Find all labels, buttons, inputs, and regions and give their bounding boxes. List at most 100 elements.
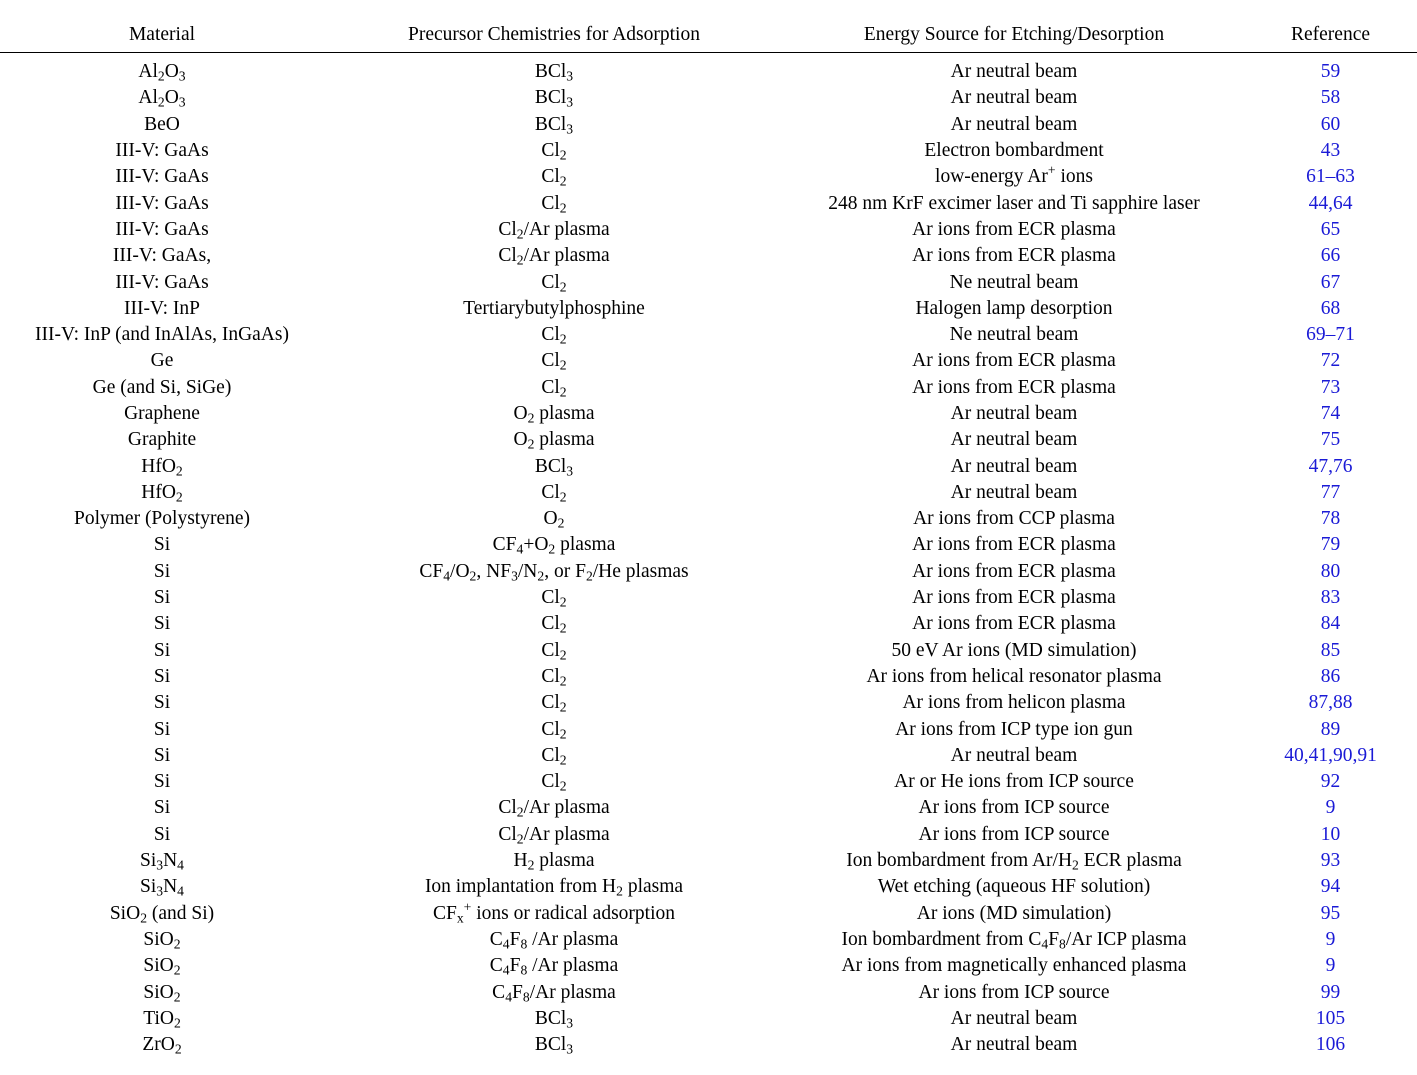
cell-energy-source: Ar neutral beam — [950, 481, 1078, 503]
table-row: Al2O3 BCl3 Ar neutral beam 59 — [0, 53, 1417, 86]
ale-materials-table: Material Precursor Chemistries for Adsor… — [0, 18, 1417, 1058]
cell-reference[interactable]: 9 — [1325, 928, 1336, 950]
cell-precursor: BCl3 — [534, 61, 574, 84]
cell-reference[interactable]: 80 — [1320, 560, 1341, 582]
table-row: SiO2 C4F8/Ar plasma Ar ions from ICP sourc… — [0, 979, 1417, 1005]
cell-energy-source: Ar ions from ECR plasma — [912, 613, 1116, 635]
cell-reference[interactable]: 73 — [1320, 376, 1341, 398]
cell-material: Si — [153, 823, 171, 845]
cell-precursor: BCl3 — [534, 1007, 574, 1031]
cell-reference[interactable]: 74 — [1320, 403, 1341, 424]
cell-precursor: O2 — [543, 508, 565, 531]
cell-reference[interactable]: 65 — [1320, 218, 1341, 240]
cell-reference[interactable]: 75 — [1320, 429, 1341, 451]
cell-reference[interactable]: 83 — [1320, 587, 1341, 609]
cell-precursor: Cl2 — [541, 192, 567, 216]
cell-energy-source: Ar neutral beam — [950, 1007, 1078, 1029]
cell-material: III-V: InP — [124, 297, 200, 319]
cell-reference[interactable]: 86 — [1320, 665, 1341, 687]
cell-reference[interactable]: 60 — [1320, 113, 1341, 135]
table-header: Material Precursor Chemistries for Adsor… — [0, 18, 1417, 53]
cell-reference[interactable]: 93 — [1320, 850, 1341, 872]
cell-precursor: BCl3 — [534, 455, 574, 478]
table-row: SiO2 C4F8 /Ar plasma Ion bombardment from … — [0, 927, 1417, 953]
cell-material: Graphite — [127, 429, 197, 451]
table-row: Si Cl2 Ar neutral beam 40,41,90,91 — [0, 743, 1417, 769]
cell-reference[interactable]: 40,41,90,91 — [1284, 744, 1377, 766]
cell-energy-source: Ion bombardment from C4F8/Ar ICP plasma — [841, 928, 1187, 952]
cell-reference[interactable]: 72 — [1320, 350, 1341, 372]
table-row: Ge Cl2 Ar ions from ECR plasma 72 — [0, 348, 1417, 374]
cell-material: III-V: GaAs — [115, 192, 209, 214]
header-precursor: Precursor Chemistries for Adsorption — [408, 24, 700, 45]
table-row: III-V: GaAs, Cl2/Ar plasma Ar ions from EC… — [0, 243, 1417, 269]
cell-reference[interactable]: 79 — [1320, 534, 1341, 556]
cell-reference[interactable]: 92 — [1320, 771, 1341, 793]
table-row: Si Cl2 Ar ions from ICP type ion gun 89 — [0, 716, 1417, 742]
cell-reference[interactable]: 61–63 — [1306, 166, 1355, 188]
table-row: HfO2 BCl3 Ar neutral beam 47,76 — [0, 453, 1417, 479]
cell-reference[interactable]: 44,64 — [1308, 192, 1353, 214]
cell-reference[interactable]: 94 — [1320, 876, 1341, 898]
cell-reference[interactable]: 95 — [1320, 902, 1341, 924]
cell-reference[interactable]: 105 — [1315, 1007, 1346, 1029]
cell-material: III-V: GaAs — [115, 140, 209, 162]
table-row: Si Cl2 Ar ions from ECR plasma 83 — [0, 585, 1417, 611]
cell-material: Ge — [150, 350, 174, 372]
cell-reference[interactable]: 89 — [1320, 718, 1341, 740]
cell-material: Si — [153, 797, 171, 819]
cell-precursor: Cl2 — [541, 140, 567, 163]
cell-material: TiO2 — [143, 1007, 181, 1031]
cell-reference[interactable]: 78 — [1320, 508, 1341, 530]
cell-reference[interactable]: 99 — [1320, 981, 1341, 1003]
table-row: III-V: GaAs Cl2 248 nm KrF excimer laser a… — [0, 190, 1417, 216]
cell-reference[interactable]: 85 — [1320, 639, 1341, 661]
cell-reference[interactable]: 66 — [1320, 245, 1341, 267]
cell-precursor: Cl2 — [541, 692, 567, 715]
cell-precursor: Cl2 — [541, 350, 567, 373]
table-row: Ge (and Si, SiGe) Cl2 Ar ions from ECR pla… — [0, 375, 1417, 401]
cell-energy-source: Wet etching (aqueous HF solution) — [877, 876, 1151, 898]
cell-energy-source: Ar ions from helicon plasma — [902, 692, 1126, 714]
table-row: Al2O3 BCl3 Ar neutral beam 58 — [0, 85, 1417, 111]
cell-precursor: Cl2/Ar plasma — [498, 245, 610, 268]
cell-material: Si — [153, 665, 171, 687]
table-row: Si3N4 Ion implantation from H2 plasma Wet … — [0, 874, 1417, 900]
cell-reference[interactable]: 43 — [1320, 140, 1341, 162]
cell-material: SiO2 — [143, 955, 181, 978]
cell-precursor: C4F8 /Ar plasma — [489, 928, 619, 952]
cell-energy-source: Ar neutral beam — [950, 744, 1078, 766]
table-row: Graphene O2 plasma Ar neutral beam 74 — [0, 401, 1417, 427]
cell-reference[interactable]: 9 — [1325, 955, 1336, 977]
cell-material: Si — [153, 534, 171, 556]
cell-reference[interactable]: 69–71 — [1306, 324, 1355, 346]
cell-energy-source: Electron bombardment — [924, 140, 1104, 162]
cell-reference[interactable]: 47,76 — [1308, 455, 1353, 477]
cell-precursor: Cl2 — [541, 587, 567, 610]
cell-material: Ge (and Si, SiGe) — [92, 376, 232, 398]
header-row: Material Precursor Chemistries for Adsor… — [0, 18, 1417, 53]
cell-precursor: Cl2 — [541, 718, 567, 741]
table-row: Polymer (Polystyrene) O2 Ar ions from CCP … — [0, 506, 1417, 532]
cell-reference[interactable]: 59 — [1320, 61, 1341, 83]
cell-energy-source: Ar ions from ECR plasma — [912, 560, 1116, 582]
cell-reference[interactable]: 77 — [1320, 481, 1341, 503]
cell-reference[interactable]: 58 — [1320, 87, 1341, 109]
cell-material: Al2O3 — [138, 61, 186, 84]
table-row: Si Cl2/Ar plasma Ar ions from ICP source 10 — [0, 822, 1417, 848]
cell-reference[interactable]: 10 — [1320, 823, 1341, 845]
cell-reference[interactable]: 84 — [1320, 613, 1341, 635]
table-row: Si Cl2 Ar or He ions from ICP source 92 — [0, 769, 1417, 795]
cell-precursor: Cl2 — [541, 166, 567, 189]
cell-precursor: Cl2 — [541, 665, 567, 689]
cell-energy-source: Ion bombardment from Ar/H2 ECR plasma — [846, 850, 1182, 873]
cell-reference[interactable]: 87,88 — [1308, 692, 1353, 714]
cell-reference[interactable]: 9 — [1325, 797, 1336, 819]
table-row: III-V: InP (and InAlAs, InGaAs) Cl2 Ne neu… — [0, 322, 1417, 348]
cell-reference[interactable]: 67 — [1320, 271, 1341, 293]
cell-reference[interactable]: 106 — [1315, 1034, 1346, 1056]
cell-precursor: CF4/O2, NF3/N2, or F2/He plasmas — [419, 560, 689, 584]
cell-reference[interactable]: 68 — [1320, 297, 1341, 319]
cell-energy-source: Ar neutral beam — [950, 61, 1078, 83]
table-row: BeO BCl3 Ar neutral beam 60 — [0, 112, 1417, 138]
